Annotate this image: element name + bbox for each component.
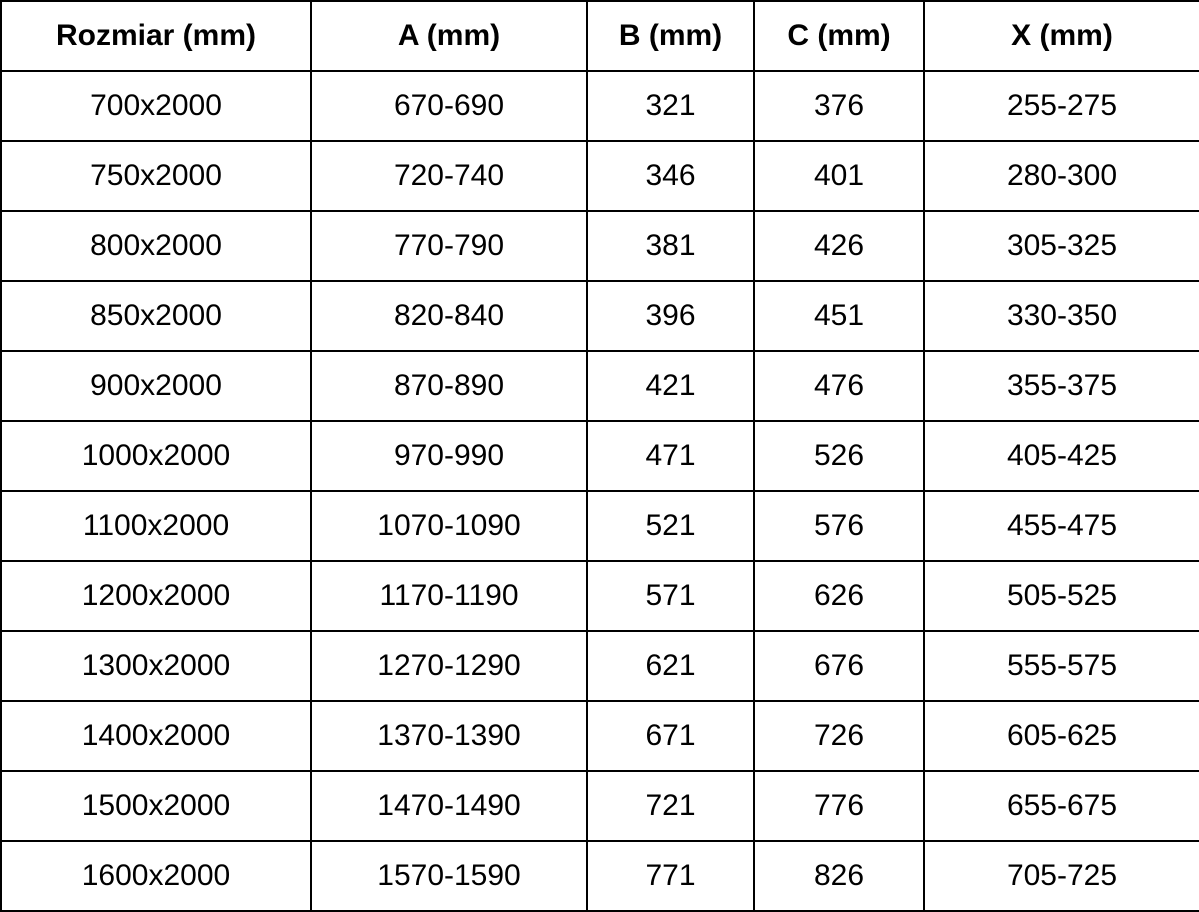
cell-rozmiar: 1000x2000 [0,420,312,492]
cell-a: 820-840 [310,280,588,352]
table-row: 1400x2000 1370-1390 671 726 605-625 [0,700,1199,772]
cell-b: 521 [586,490,755,562]
cell-c: 726 [753,700,925,772]
cell-rozmiar: 850x2000 [0,280,312,352]
cell-c: 626 [753,560,925,632]
cell-c: 526 [753,420,925,492]
table-row: 1100x2000 1070-1090 521 576 455-475 [0,490,1199,562]
cell-c: 576 [753,490,925,562]
table-row: 1300x2000 1270-1290 621 676 555-575 [0,630,1199,702]
cell-rozmiar: 700x2000 [0,70,312,142]
table-row: 1200x2000 1170-1190 571 626 505-525 [0,560,1199,632]
cell-c: 826 [753,840,925,912]
cell-x: 655-675 [923,770,1199,842]
cell-c: 676 [753,630,925,702]
cell-b: 396 [586,280,755,352]
cell-b: 771 [586,840,755,912]
column-header-b: B (mm) [586,0,755,72]
cell-a: 1370-1390 [310,700,588,772]
cell-b: 721 [586,770,755,842]
size-table-body: 700x2000 670-690 321 376 255-275 750x2000 720-… [0,70,1199,912]
table-row: 1000x2000 970-990 471 526 405-425 [0,420,1199,492]
table-row: 800x2000 770-790 381 426 305-325 [0,210,1199,282]
cell-x: 405-425 [923,420,1199,492]
cell-x: 455-475 [923,490,1199,562]
cell-x: 355-375 [923,350,1199,422]
cell-b: 571 [586,560,755,632]
cell-x: 505-525 [923,560,1199,632]
table-row: 1600x2000 1570-1590 771 826 705-725 [0,840,1199,912]
cell-b: 471 [586,420,755,492]
cell-rozmiar: 900x2000 [0,350,312,422]
header-row: Rozmiar (mm) A (mm) B (mm) C (mm) X (mm) [0,0,1199,72]
cell-a: 720-740 [310,140,588,212]
cell-c: 451 [753,280,925,352]
table-row: 900x2000 870-890 421 476 355-375 [0,350,1199,422]
cell-a: 870-890 [310,350,588,422]
cell-a: 1170-1190 [310,560,588,632]
cell-c: 476 [753,350,925,422]
cell-rozmiar: 1500x2000 [0,770,312,842]
column-header-a: A (mm) [310,0,588,72]
cell-x: 305-325 [923,210,1199,282]
table-row: 700x2000 670-690 321 376 255-275 [0,70,1199,142]
table-row: 1500x2000 1470-1490 721 776 655-675 [0,770,1199,842]
cell-b: 671 [586,700,755,772]
cell-a: 770-790 [310,210,588,282]
cell-b: 346 [586,140,755,212]
cell-rozmiar: 1600x2000 [0,840,312,912]
cell-rozmiar: 1100x2000 [0,490,312,562]
cell-c: 776 [753,770,925,842]
cell-rozmiar: 800x2000 [0,210,312,282]
cell-rozmiar: 1200x2000 [0,560,312,632]
column-header-c: C (mm) [753,0,925,72]
cell-b: 421 [586,350,755,422]
cell-rozmiar: 1300x2000 [0,630,312,702]
cell-b: 321 [586,70,755,142]
cell-x: 330-350 [923,280,1199,352]
cell-c: 426 [753,210,925,282]
cell-a: 1070-1090 [310,490,588,562]
cell-rozmiar: 1400x2000 [0,700,312,772]
cell-x: 555-575 [923,630,1199,702]
table-row: 850x2000 820-840 396 451 330-350 [0,280,1199,352]
cell-a: 970-990 [310,420,588,492]
table-row: 750x2000 720-740 346 401 280-300 [0,140,1199,212]
cell-x: 605-625 [923,700,1199,772]
cell-a: 1470-1490 [310,770,588,842]
cell-b: 621 [586,630,755,702]
cell-rozmiar: 750x2000 [0,140,312,212]
cell-x: 705-725 [923,840,1199,912]
size-table-header: Rozmiar (mm) A (mm) B (mm) C (mm) X (mm) [0,0,1199,72]
cell-a: 1570-1590 [310,840,588,912]
column-header-x: X (mm) [923,0,1199,72]
cell-x: 255-275 [923,70,1199,142]
cell-c: 376 [753,70,925,142]
cell-b: 381 [586,210,755,282]
cell-c: 401 [753,140,925,212]
cell-a: 670-690 [310,70,588,142]
cell-x: 280-300 [923,140,1199,212]
column-header-rozmiar: Rozmiar (mm) [0,0,312,72]
cell-a: 1270-1290 [310,630,588,702]
